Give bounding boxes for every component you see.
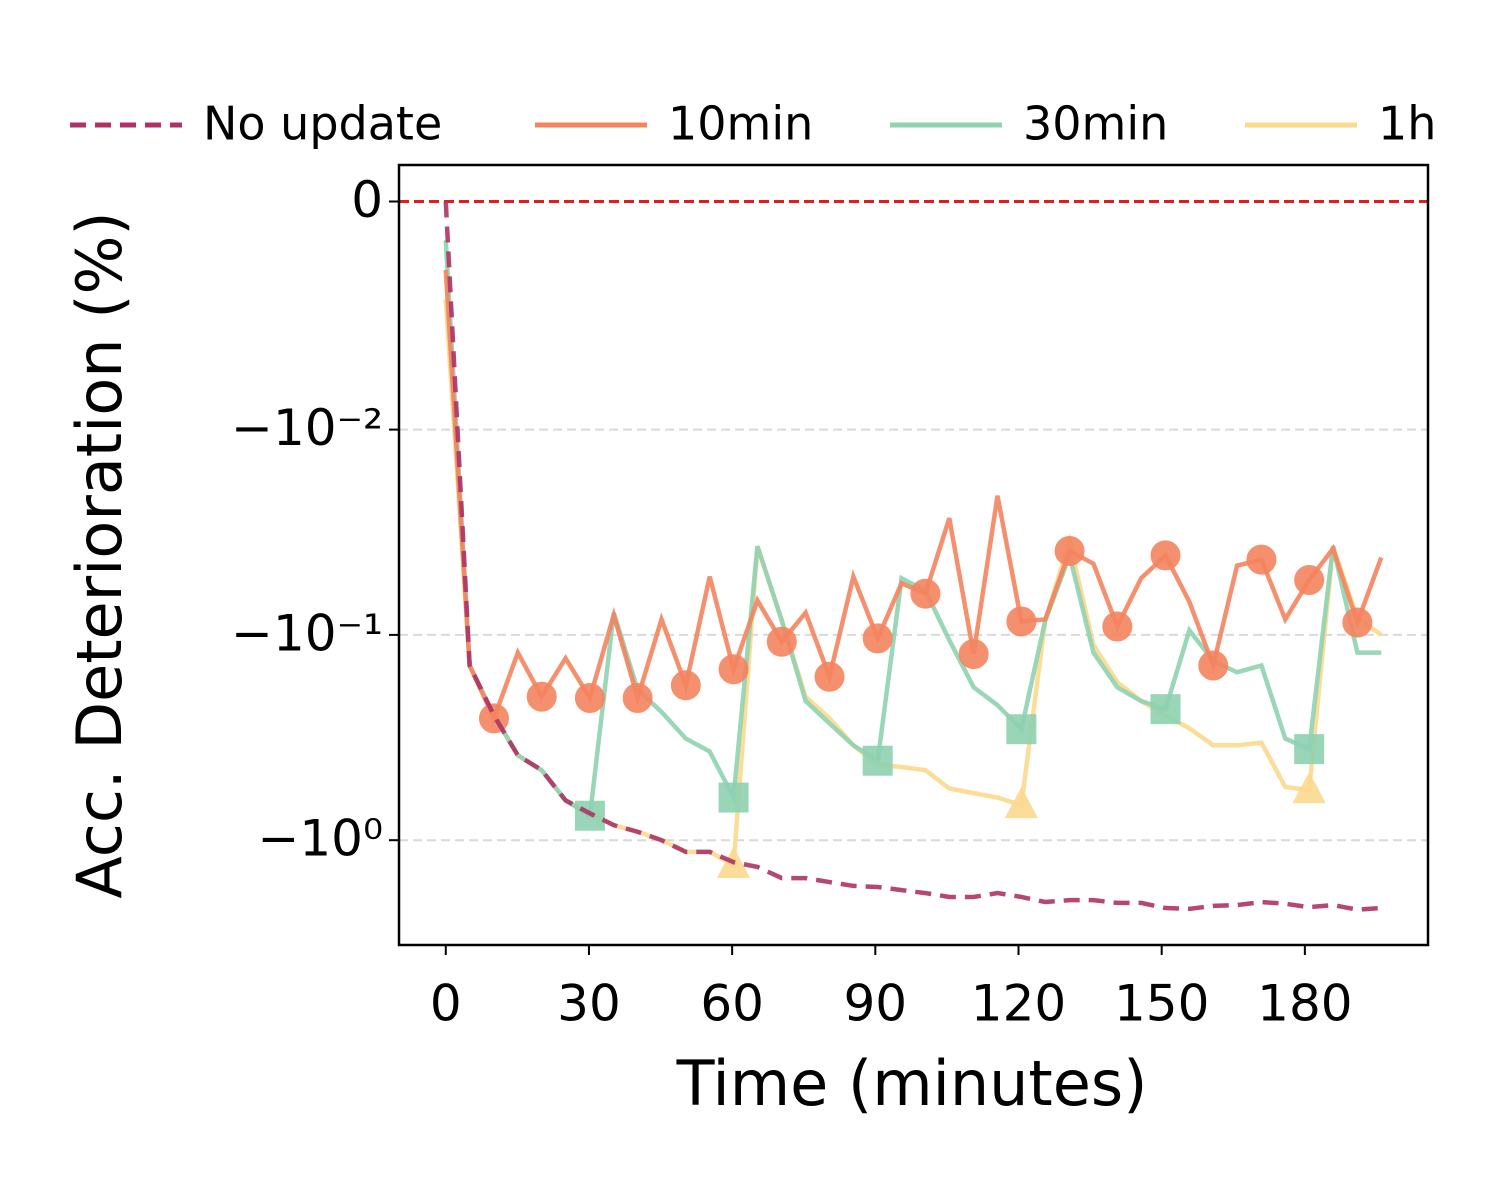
marker <box>1006 606 1037 637</box>
marker <box>958 639 989 670</box>
marker <box>574 683 605 714</box>
x-tick-label: 0 <box>430 975 462 1033</box>
x-axis-label: Time (minutes) <box>676 1047 1148 1120</box>
marker <box>766 626 797 657</box>
y-tick-label: −10⁰ <box>257 810 383 868</box>
legend-label: 1h <box>1378 97 1436 151</box>
marker <box>1054 535 1085 566</box>
x-tick-label: 180 <box>1257 975 1352 1033</box>
marker <box>910 578 941 609</box>
marker <box>1292 771 1326 804</box>
plot-frame <box>397 163 1430 947</box>
marker <box>1102 611 1133 642</box>
marker <box>1294 734 1325 765</box>
marker <box>1246 544 1277 575</box>
marker <box>862 745 893 776</box>
marker <box>1006 714 1037 745</box>
marker <box>670 670 701 701</box>
legend-label: No update <box>203 97 442 151</box>
series-line <box>443 201 1382 912</box>
legend-label: 10min <box>668 97 813 151</box>
marker <box>1150 540 1181 571</box>
marker <box>526 681 557 712</box>
x-tick-label: 150 <box>1114 975 1209 1033</box>
marker <box>718 782 749 813</box>
y-axis-label: Acc. Deterioration (%) <box>63 211 136 898</box>
y-tick-label: 0 <box>351 171 383 229</box>
legend-label: 30min <box>1023 97 1168 151</box>
y-tick-label: −10⁻² <box>231 399 383 457</box>
marker <box>814 661 845 692</box>
y-tick-label: −10⁻¹ <box>231 604 383 662</box>
marker <box>1342 607 1373 638</box>
x-tick-label: 90 <box>844 975 908 1033</box>
x-tick-label: 30 <box>557 975 621 1033</box>
marker <box>718 654 749 685</box>
marker <box>1150 694 1181 725</box>
marker <box>1004 787 1039 819</box>
x-tick-label: 120 <box>971 975 1066 1033</box>
marker <box>1294 564 1325 595</box>
x-tick-label: 60 <box>700 975 764 1033</box>
marker <box>622 683 653 714</box>
marker <box>1198 650 1229 681</box>
marker <box>862 623 893 654</box>
